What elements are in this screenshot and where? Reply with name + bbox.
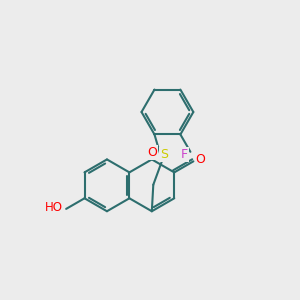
Text: HO: HO [45,201,63,214]
Text: O: O [196,153,206,167]
Text: O: O [147,146,157,159]
Text: S: S [160,148,168,160]
Text: F: F [181,148,188,161]
